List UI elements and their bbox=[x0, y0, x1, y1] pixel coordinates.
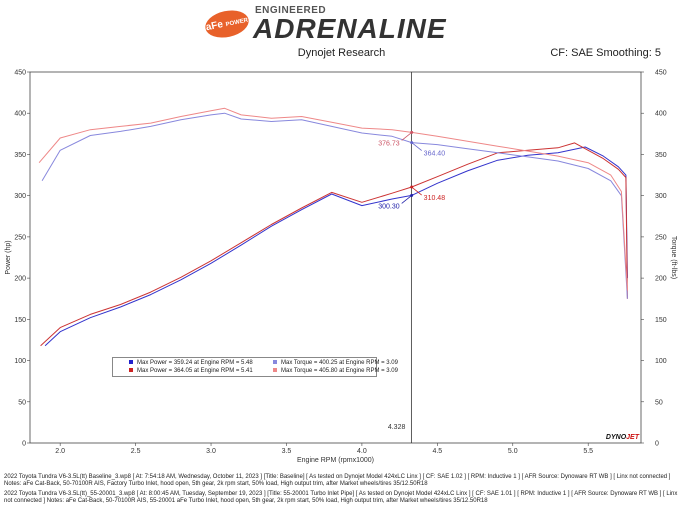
annotation-label: 364.40 bbox=[424, 151, 446, 158]
series-line-1 bbox=[40, 142, 628, 347]
y-tick-label-right: 250 bbox=[655, 234, 667, 241]
y-tick-label-left: 400 bbox=[14, 111, 26, 118]
x-axis-label: Engine RPM (rpmx1000) bbox=[297, 457, 374, 464]
plot-frame bbox=[29, 71, 642, 444]
company-title: Dynojet Research bbox=[297, 47, 386, 59]
x-tick-label: 5.5 bbox=[583, 448, 593, 455]
x-tick-label: 2.5 bbox=[131, 448, 141, 455]
y-tick-label-right: 0 bbox=[655, 441, 659, 448]
annotation-point bbox=[410, 185, 414, 189]
annotation-label: 310.48 bbox=[424, 195, 446, 202]
chart-legend: Max Power = 359.24 at Engine RPM = 5.48 … bbox=[112, 357, 398, 377]
y-axis-label-left: Power (hp) bbox=[5, 240, 12, 274]
chart-axes: 2.0 2.5 3.0 3.5 4.0 4.5 5.0 5.5 0 0 50 50 100 100 150 1… bbox=[5, 70, 677, 465]
y-tick-label-left: 150 bbox=[14, 317, 26, 324]
series-line-2 bbox=[41, 112, 628, 299]
x-tick-label: 5.0 bbox=[508, 448, 518, 455]
legend-text: Max Power = 359.24 at Engine RPM = 5.48 bbox=[137, 360, 253, 366]
y-tick-label-left: 250 bbox=[14, 234, 26, 241]
y-tick-label-right: 150 bbox=[655, 317, 667, 324]
annotation-label: 300.30 bbox=[378, 203, 400, 210]
annotation-point bbox=[410, 141, 414, 145]
annotation-pointer bbox=[411, 142, 422, 151]
annotation-pointer bbox=[401, 132, 412, 141]
chart-series bbox=[38, 107, 628, 347]
logo-main-text: ADRENALINE bbox=[253, 13, 447, 44]
legend-item-baseline-torque: Max Torque = 400.25 at Engine RPM = 3.09 bbox=[273, 360, 398, 366]
y-tick-label-left: 200 bbox=[14, 276, 26, 283]
correction-factor: CF: SAE Smoothing: 5 bbox=[550, 47, 661, 59]
legend-swatch bbox=[273, 368, 277, 373]
y-tick-label-right: 100 bbox=[655, 358, 667, 365]
legend-swatch bbox=[129, 368, 133, 373]
chart-annotations: 376.73 364.40 300.30 310.48 bbox=[378, 130, 446, 210]
annotation-label: 376.73 bbox=[378, 140, 400, 147]
legend-item-baseline-power: Max Power = 359.24 at Engine RPM = 5.48 bbox=[129, 360, 253, 366]
annotation-pointer bbox=[411, 186, 422, 196]
x-tick-label: 3.0 bbox=[206, 448, 216, 455]
legend-swatch bbox=[129, 360, 133, 365]
run-notes-modified: 2022 Toyota Tundra V6-3.5L(tt)_55-20001_… bbox=[4, 491, 678, 504]
logo-engineered-text: ENGINEERED bbox=[255, 5, 327, 16]
legend-item-modified-torque: Max Torque = 405.80 at Engine RPM = 3.09 bbox=[273, 368, 398, 374]
afe-adrenaline-logo: aFe POWER ENGINEERED ADRENALINE bbox=[202, 5, 485, 44]
annotation-point bbox=[410, 193, 414, 197]
y-tick-label-left: 450 bbox=[14, 70, 26, 77]
legend-swatch bbox=[273, 360, 277, 365]
legend-text: Max Torque = 405.80 at Engine RPM = 3.09 bbox=[281, 368, 398, 374]
dynojet-logo: DYNOJET bbox=[606, 434, 639, 441]
x-tick-label: 3.5 bbox=[282, 448, 292, 455]
legend-text: Max Power = 364.05 at Engine RPM = 5.41 bbox=[137, 368, 253, 374]
y-tick-label-right: 350 bbox=[655, 152, 667, 159]
y-tick-label-right: 200 bbox=[655, 276, 667, 283]
dynojet-logo-left: DYNO bbox=[605, 434, 627, 441]
annotation-pointer bbox=[401, 195, 412, 204]
series-line-0 bbox=[44, 146, 628, 347]
y-tick-label-right: 300 bbox=[655, 193, 667, 200]
y-tick-label-left: 50 bbox=[18, 399, 26, 406]
rpm-cursor-label: 4.328 bbox=[388, 424, 406, 431]
legend-item-modified-power: Max Power = 364.05 at Engine RPM = 5.41 bbox=[129, 368, 253, 374]
y-tick-label-right: 400 bbox=[655, 111, 667, 118]
series-line-3 bbox=[38, 107, 628, 291]
legend-text: Max Torque = 400.25 at Engine RPM = 3.09 bbox=[281, 360, 398, 366]
x-tick-label: 4.0 bbox=[357, 448, 367, 455]
x-tick-label: 2.0 bbox=[55, 448, 65, 455]
x-tick-label: 4.5 bbox=[432, 448, 442, 455]
y-tick-label-left: 100 bbox=[14, 358, 26, 365]
dynojet-logo-right: JET bbox=[626, 434, 639, 441]
y-axis-label-right: Torque (ft-lbs) bbox=[670, 236, 677, 279]
y-tick-label-left: 350 bbox=[14, 152, 26, 159]
y-tick-label-right: 450 bbox=[655, 70, 667, 77]
y-tick-label-left: 300 bbox=[14, 193, 26, 200]
run-notes-baseline: 2022 Toyota Tundra V6-3.5L(tt) Baseline_… bbox=[4, 474, 671, 487]
y-tick-label-left: 0 bbox=[22, 441, 26, 448]
annotation-point bbox=[410, 130, 414, 134]
y-tick-label-right: 50 bbox=[655, 399, 663, 406]
